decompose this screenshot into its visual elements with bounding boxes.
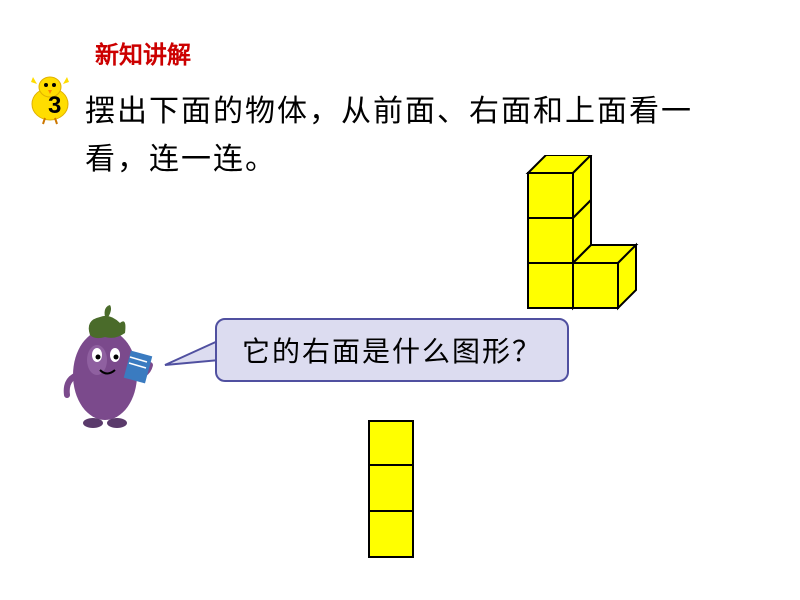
- section-header: 新知讲解: [95, 35, 191, 70]
- grid-cell: [368, 512, 414, 558]
- grid-cell: [368, 466, 414, 512]
- speech-bubble: 它的右面是什么图形？: [215, 318, 569, 382]
- answer-grid: [368, 420, 414, 558]
- problem-number: 3: [48, 92, 61, 120]
- cube-3d-figure: [510, 155, 650, 335]
- grid-cell: [368, 420, 414, 466]
- eggplant-character: [55, 305, 165, 435]
